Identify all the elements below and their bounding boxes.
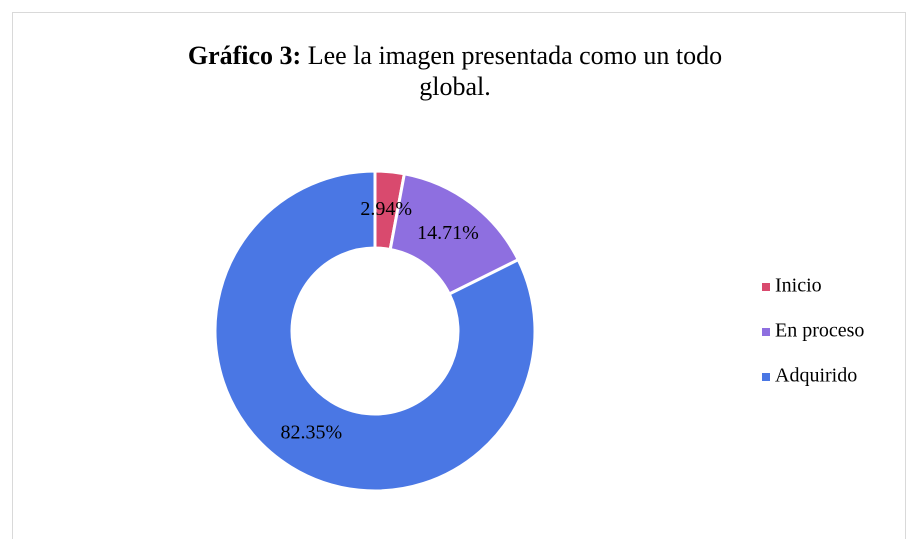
- data-label: 2.94%: [360, 198, 412, 220]
- donut-slice: [213, 169, 537, 493]
- title-text: Lee la imagen presentada como un todo gl…: [307, 41, 723, 101]
- legend-label: Adquirido: [775, 365, 857, 387]
- legend-marker: [762, 373, 770, 381]
- chart-title: Gráfico 3: Lee la imagen presentada como…: [185, 40, 725, 102]
- data-label: 82.35%: [280, 421, 342, 443]
- title-bold: Gráfico 3:: [187, 41, 302, 70]
- legend-marker: [762, 328, 770, 336]
- legend-label: Inicio: [775, 275, 822, 297]
- data-label: 14.71%: [417, 222, 479, 244]
- legend-label: En proceso: [775, 320, 864, 342]
- legend-marker: [762, 283, 770, 291]
- chart-border: [12, 12, 906, 539]
